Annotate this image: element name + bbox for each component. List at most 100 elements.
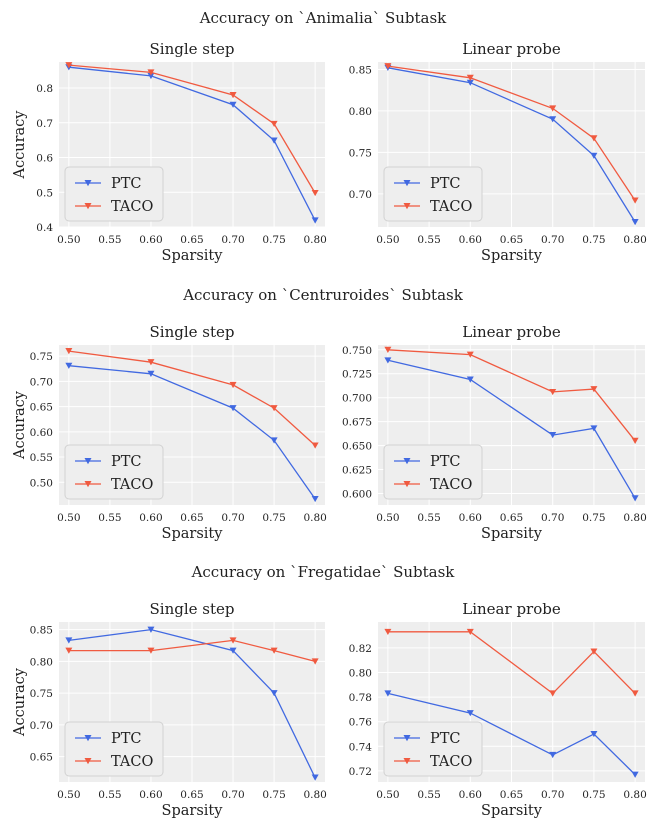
data-point-taco	[631, 197, 639, 204]
legend-marker-ptc	[84, 458, 92, 465]
legend-marker-ptc	[403, 735, 411, 742]
y-axis-label: Accuracy	[12, 390, 28, 460]
x-tick-label: 0.70	[541, 234, 564, 246]
x-tick-label: 0.70	[221, 234, 244, 246]
data-point-ptc	[65, 362, 73, 369]
data-point-taco	[549, 690, 557, 697]
subplot-title: Linear probe	[462, 323, 561, 341]
legend-label-ptc: PTC	[430, 454, 461, 470]
legend-marker-taco	[84, 758, 92, 765]
x-tick-label: 0.80	[303, 789, 326, 801]
data-point-ptc	[384, 690, 392, 697]
x-tick-label: 0.70	[541, 789, 564, 801]
subplot-title: Linear probe	[462, 40, 561, 58]
chart-panel-5: Accuracy on `Fregatidae` Subtask 0.50 0.55…	[12, 563, 455, 819]
data-point-taco	[631, 690, 639, 697]
data-point-taco	[466, 351, 474, 358]
data-point-ptc	[311, 217, 319, 224]
y-tick-label: 0.750	[342, 345, 372, 357]
data-point-taco	[384, 63, 392, 70]
x-tick-label: 0.65	[180, 234, 203, 246]
x-tick-label: 0.65	[500, 512, 523, 524]
data-point-ptc	[590, 731, 598, 738]
x-tick-label: 0.80	[303, 234, 326, 246]
x-tick-label: 0.60	[139, 234, 162, 246]
x-tick-label: 0.50	[376, 512, 399, 524]
y-tick-label: 0.75	[30, 688, 53, 700]
x-tick-label: 0.50	[57, 789, 80, 801]
data-point-ptc	[631, 771, 639, 778]
data-point-taco	[590, 135, 598, 142]
y-tick-label: 0.76	[349, 717, 373, 729]
x-tick-label: 0.55	[98, 789, 121, 801]
legend-label-taco: TACO	[111, 754, 153, 770]
data-point-ptc	[270, 690, 278, 697]
legend-label-ptc: PTC	[111, 454, 142, 470]
x-tick-label: 0.55	[417, 512, 440, 524]
y-tick-label: 0.72	[349, 766, 372, 778]
data-point-ptc	[549, 116, 557, 123]
x-tick-label: 0.65	[500, 789, 523, 801]
x-tick-label: 0.75	[262, 512, 285, 524]
legend-marker-ptc	[403, 180, 411, 187]
legend-marker-taco	[84, 481, 92, 488]
y-tick-label: 0.75	[30, 351, 53, 363]
x-tick-label: 0.75	[582, 234, 605, 246]
data-point-taco	[631, 437, 639, 445]
y-tick-label: 0.85	[349, 64, 372, 76]
x-tick-label: 0.70	[221, 789, 244, 801]
subplot-title: Single step	[150, 600, 235, 618]
data-point-taco	[590, 386, 598, 393]
y-tick-label: 0.82	[349, 643, 372, 655]
subplot-title: Single step	[150, 323, 235, 341]
data-point-ptc	[270, 437, 278, 444]
x-tick-label: 0.60	[139, 512, 162, 524]
x-tick-label: 0.75	[582, 789, 605, 801]
data-point-ptc	[270, 137, 278, 144]
chart-panel-6: 0.50 0.55 0.60 0.65 0.70 0.75 0.80 0.72 0.74 0.76…	[349, 600, 647, 819]
y-tick-label: 0.80	[30, 656, 53, 668]
row-title: Accuracy on `Fregatidae` Subtask	[191, 563, 456, 581]
data-point-ptc	[229, 101, 237, 108]
legend-marker-taco	[84, 203, 92, 210]
legend-label-ptc: PTC	[111, 176, 142, 192]
row-title: Accuracy on `Animalia` Subtask	[199, 9, 447, 27]
x-tick-label: 0.50	[57, 234, 80, 246]
y-tick-label: 0.74	[349, 741, 373, 753]
y-tick-label: 0.5	[36, 187, 53, 199]
y-tick-label: 0.700	[342, 393, 372, 405]
x-tick-label: 0.70	[541, 512, 564, 524]
data-point-taco	[147, 359, 155, 366]
x-tick-label: 0.60	[139, 789, 162, 801]
x-tick-label: 0.60	[459, 789, 482, 801]
y-tick-label: 0.60	[30, 427, 53, 439]
data-point-ptc	[229, 647, 237, 654]
legend-marker-taco	[403, 758, 411, 765]
y-tick-label: 0.7	[36, 118, 53, 130]
y-tick-label: 0.55	[30, 452, 53, 464]
data-point-taco	[466, 74, 474, 81]
legend-marker-taco	[403, 203, 411, 210]
data-point-ptc	[147, 72, 155, 80]
x-axis-label: Sparsity	[162, 803, 224, 819]
y-tick-label: 0.50	[30, 477, 53, 489]
x-tick-label: 0.65	[500, 234, 523, 246]
y-tick-label: 0.650	[342, 441, 372, 453]
data-point-taco	[384, 628, 392, 636]
y-tick-label: 0.675	[342, 417, 372, 429]
legend-label-ptc: PTC	[430, 731, 461, 747]
y-tick-label: 0.6	[36, 153, 53, 165]
data-point-taco	[549, 105, 557, 112]
data-point-taco	[147, 647, 155, 654]
data-point-taco	[65, 62, 73, 69]
data-point-taco	[311, 189, 319, 197]
data-point-taco	[466, 628, 474, 636]
x-tick-label: 0.70	[221, 512, 244, 524]
x-tick-label: 0.75	[582, 512, 605, 524]
y-tick-label: 0.70	[30, 720, 53, 732]
data-point-ptc	[466, 79, 474, 86]
data-point-taco	[590, 648, 598, 655]
legend-marker-taco	[403, 481, 411, 488]
data-point-taco	[270, 405, 278, 412]
legend-marker-ptc	[403, 458, 411, 465]
